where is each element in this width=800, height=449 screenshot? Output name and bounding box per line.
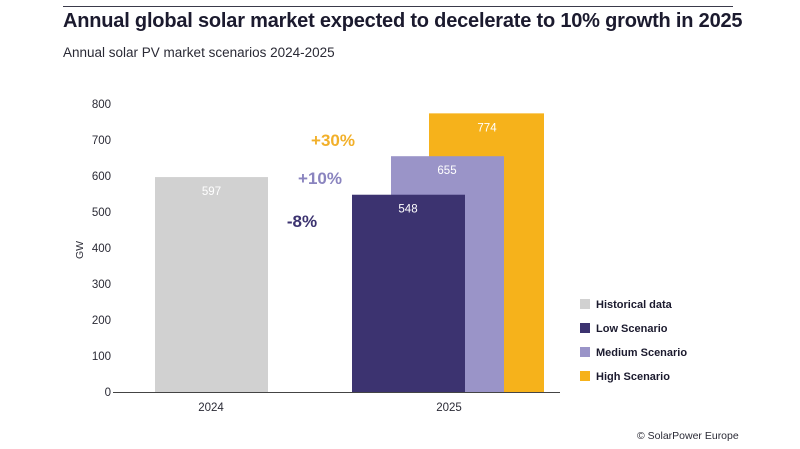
- y-tick-label: 800: [92, 99, 111, 111]
- y-tick-label: 700: [92, 135, 111, 147]
- legend-swatch-high-scenario: [580, 371, 590, 381]
- y-tick-label: 300: [92, 279, 111, 291]
- credit-text: © SolarPower Europe: [637, 430, 739, 442]
- y-tick-label: 100: [92, 351, 111, 363]
- x-category-label-2025: 2025: [436, 402, 462, 414]
- annotation-high-scenario: +30%: [311, 131, 355, 150]
- y-tick-label: 200: [92, 315, 111, 327]
- legend-label-low-scenario: Low Scenario: [596, 323, 668, 335]
- chart-subtitle: Annual solar PV market scenarios 2024-20…: [63, 45, 335, 60]
- y-tick-label: 0: [105, 387, 111, 399]
- y-axis-label: GW: [74, 241, 86, 259]
- annotation-low-scenario: -8%: [287, 212, 317, 231]
- bar-historical-data: [155, 177, 268, 392]
- annotation-medium-scenario: +10%: [298, 169, 342, 188]
- y-tick-label: 600: [92, 171, 111, 183]
- chart-title: Annual global solar market expected to d…: [63, 10, 743, 32]
- legend-swatch-low-scenario: [580, 323, 590, 333]
- legend-label-historical-data: Historical data: [596, 299, 673, 311]
- y-tick-label: 400: [92, 243, 111, 255]
- legend-swatch-historical-data: [580, 299, 590, 309]
- legend-swatch-medium-scenario: [580, 347, 590, 357]
- bar-low-scenario: [352, 194, 465, 392]
- bar-value-label-historical-data: 597: [202, 186, 221, 198]
- y-tick-label: 500: [92, 207, 111, 219]
- x-category-label-2024: 2024: [198, 402, 224, 414]
- legend-label-high-scenario: High Scenario: [596, 371, 670, 383]
- legend-label-medium-scenario: Medium Scenario: [596, 347, 687, 359]
- bar-value-label-low-scenario: 548: [398, 204, 417, 216]
- bar-value-label-medium-scenario: 655: [437, 165, 456, 177]
- top-rule: [63, 6, 733, 7]
- bar-value-label-high-scenario: 774: [477, 122, 497, 134]
